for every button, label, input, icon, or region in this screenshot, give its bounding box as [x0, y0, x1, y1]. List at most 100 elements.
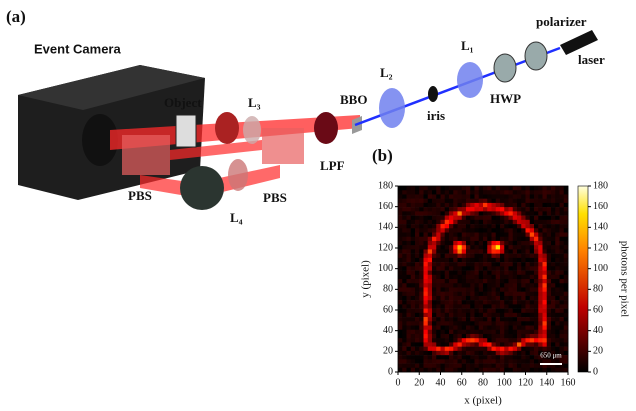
heatmap-cell [432, 219, 437, 225]
heatmap-cell [427, 236, 433, 242]
heatmap-cell [542, 317, 548, 322]
heatmap-cell [419, 304, 424, 309]
heatmap-cell [474, 186, 480, 191]
heatmap-cell [419, 249, 424, 254]
heatmap-cell [466, 342, 471, 347]
heatmap-cell [521, 198, 526, 204]
heatmap-cell [427, 325, 433, 331]
heatmap-cell [440, 240, 446, 246]
heatmap-cell [525, 262, 531, 267]
heatmap-cell [525, 232, 531, 238]
heatmap-cell [474, 274, 480, 280]
heatmap-cell [551, 291, 556, 297]
heatmap-cell [453, 359, 458, 364]
heatmap-cell [491, 342, 497, 347]
heatmap-cell [402, 300, 407, 305]
heatmap-cell [466, 279, 471, 284]
heatmap-cell [470, 236, 475, 242]
heatmap-cell [436, 202, 441, 208]
heatmap-cell [453, 194, 458, 199]
heatmap-cell [542, 329, 548, 335]
heatmap-cell [410, 355, 416, 360]
heatmap-cell [453, 279, 458, 284]
heatmap-cell [483, 215, 488, 221]
heatmap-cell [504, 198, 509, 204]
heatmap-cell [410, 232, 416, 238]
heatmap-cell [521, 186, 526, 191]
heatmap-cell [398, 262, 403, 267]
heatmap-cell [427, 308, 433, 314]
heatmap-cell [466, 287, 471, 292]
heatmap-cell [457, 245, 463, 250]
heatmap-cell [410, 249, 416, 254]
heatmap-cell [478, 350, 484, 356]
heatmap-cell [551, 300, 556, 305]
heatmap-cell [487, 274, 492, 280]
heatmap-cell [538, 355, 543, 360]
heatmap-cell [483, 304, 488, 309]
heatmap-cell [491, 274, 497, 280]
heatmap-cell [423, 308, 429, 314]
heatmap-cell [457, 279, 463, 284]
heatmap-cell [542, 325, 548, 331]
heatmap-cell [542, 186, 548, 191]
heatmap-cell [466, 245, 471, 250]
heatmap-cell [466, 202, 471, 208]
heatmap-cell [495, 236, 501, 242]
heatmap-cell [491, 359, 497, 364]
heatmap-cell [436, 253, 441, 259]
heatmap-cell [470, 300, 475, 305]
heatmap-cell [474, 240, 480, 246]
heatmap-cell [453, 215, 458, 221]
heatmap-cell [419, 215, 424, 221]
heatmap-cell [563, 279, 569, 284]
heatmap-cell [542, 211, 548, 216]
heatmap-cell [546, 355, 552, 360]
heatmap-cell [453, 312, 458, 318]
heatmap-cell [495, 207, 501, 212]
heatmap-cell [470, 198, 475, 204]
heatmap-cell [559, 338, 565, 343]
heatmap-cell [398, 355, 403, 360]
heatmap-cell [487, 359, 492, 364]
heatmap-cell [555, 295, 560, 301]
heatmap-cell [461, 283, 467, 288]
heatmap-cell [436, 367, 441, 373]
heatmap-cell [470, 287, 475, 292]
heatmap-cell [529, 291, 535, 297]
heatmap-cell [491, 219, 497, 225]
heatmap-cell [487, 207, 492, 212]
heatmap-cell [491, 287, 497, 292]
heatmap-cell [504, 355, 509, 360]
heatmap-cell [478, 321, 484, 326]
heatmap-cell [427, 194, 433, 199]
heatmap-cell [470, 329, 475, 335]
heatmap-cell [444, 215, 450, 221]
heatmap-cell [508, 257, 514, 263]
heatmap-cell [546, 363, 552, 369]
heatmap-cell [529, 350, 535, 356]
heatmap-cell [461, 266, 467, 271]
heatmap-cell [512, 300, 518, 305]
heatmap-cell [444, 342, 450, 347]
heatmap-cell [453, 325, 458, 331]
heatmap-cell [474, 253, 480, 259]
heatmap-cell [440, 350, 446, 356]
heatmap-cell [461, 342, 467, 347]
heatmap-cell [444, 363, 450, 369]
heatmap-cell [542, 350, 548, 356]
heatmap-cell [415, 198, 420, 204]
heatmap-cell [478, 363, 484, 369]
heatmap-cell [444, 346, 450, 352]
heatmap-cell [542, 367, 548, 373]
heatmap-cell [534, 228, 539, 233]
heatmap-cell [529, 232, 535, 238]
heatmap-cell [478, 287, 484, 292]
heatmap-cell [546, 190, 552, 195]
heatmap-cell [491, 224, 497, 229]
heatmap-cell [495, 355, 501, 360]
heatmap-cell [555, 291, 560, 297]
heatmap-cell [449, 359, 454, 364]
heatmap-cell [500, 215, 505, 221]
heatmap-cell [555, 342, 560, 347]
